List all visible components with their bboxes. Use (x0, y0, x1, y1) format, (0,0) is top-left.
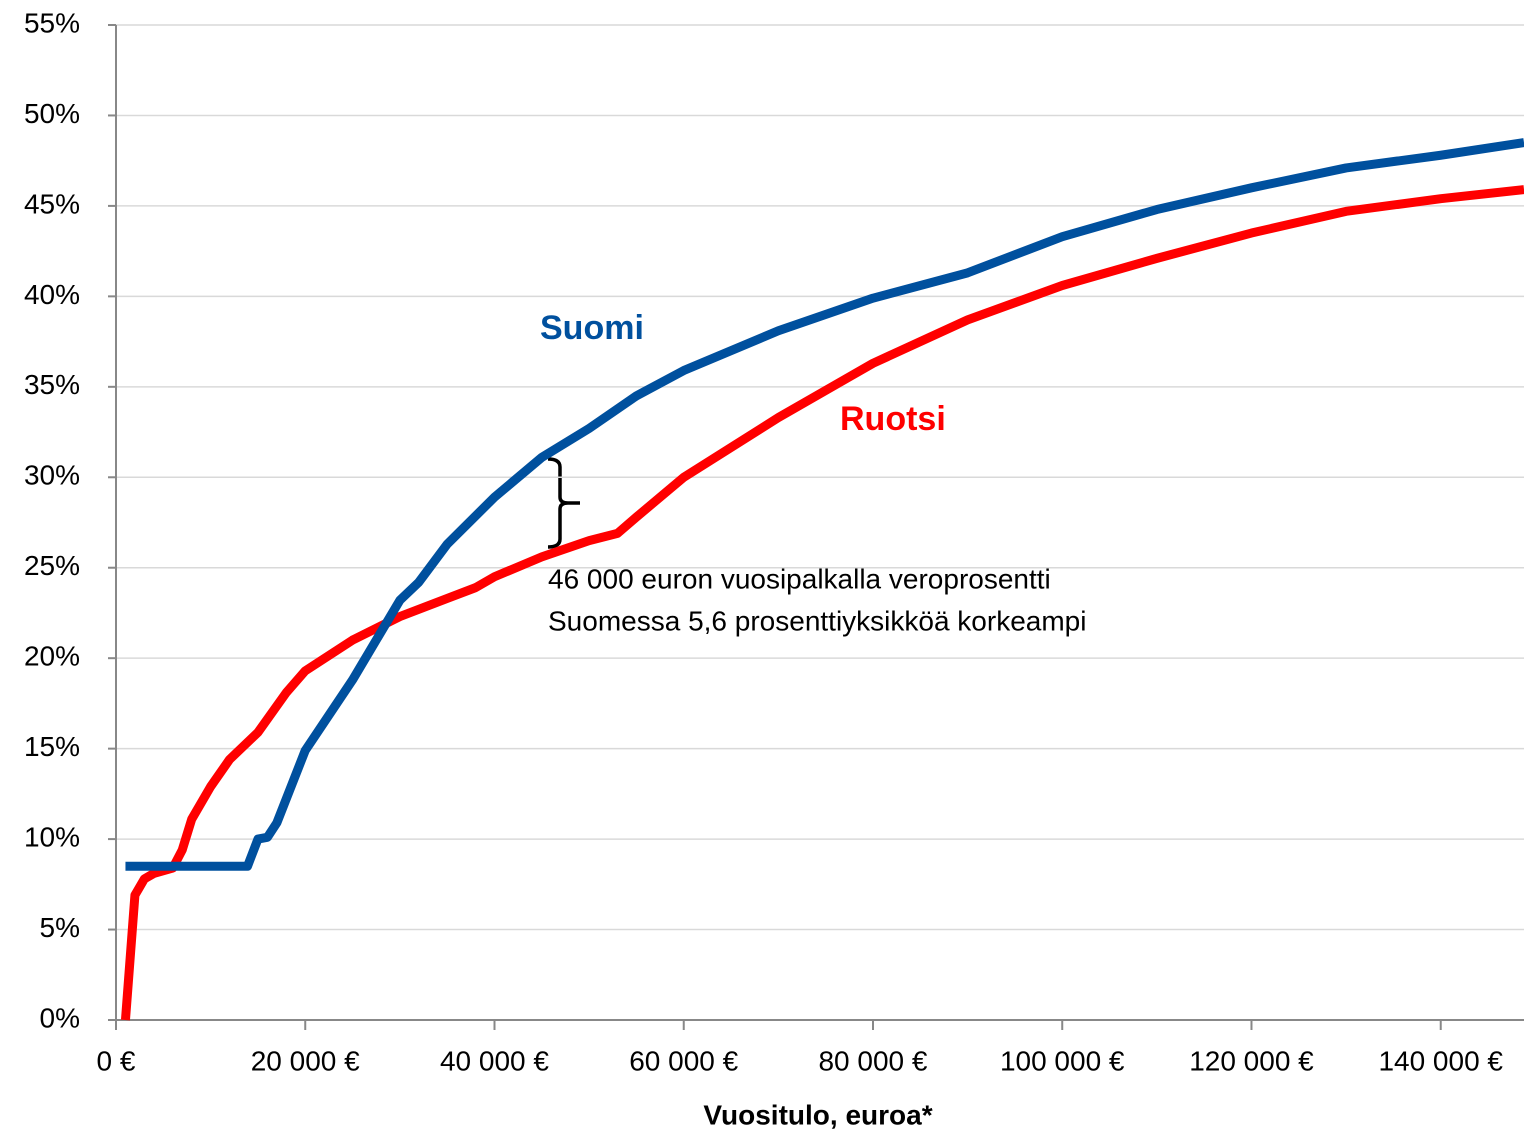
x-tick-label: 0 € (97, 1045, 136, 1076)
legend-label: Ruotsi (840, 400, 946, 438)
brace (547, 457, 580, 549)
y-tick-label: 20% (24, 641, 80, 672)
x-tick-label: 100 000 € (1000, 1045, 1125, 1076)
y-tick-label: 55% (24, 7, 80, 38)
x-tick-label: 20 000 € (251, 1045, 360, 1076)
y-tick-label: 45% (24, 188, 80, 219)
x-tick-label: 120 000 € (1189, 1045, 1314, 1076)
legend-label: Suomi (540, 309, 644, 347)
annotation: 46 000 euron vuosipalkalla veroprosentti (548, 563, 1051, 594)
y-tick-label: 35% (24, 369, 80, 400)
x-axis-title: Vuositulo, euroa* (703, 1099, 932, 1130)
y-tick-label: 30% (24, 460, 80, 491)
y-tick-label: 25% (24, 550, 80, 581)
y-tick-label: 15% (24, 731, 80, 762)
annotation: Suomessa 5,6 prosenttiyksikköä korkeampi (548, 605, 1086, 636)
y-tick-label: 50% (24, 98, 80, 129)
y-tick-label: 5% (40, 912, 80, 943)
x-tick-label: 80 000 € (818, 1045, 927, 1076)
series-line (125, 138, 1524, 871)
x-tick-label: 140 000 € (1378, 1045, 1503, 1076)
x-tick-label: 40 000 € (440, 1045, 549, 1076)
series-line (120, 185, 1524, 1021)
y-tick-label: 10% (24, 821, 80, 852)
y-tick-label: 0% (40, 1002, 80, 1033)
y-tick-label: 40% (24, 279, 80, 310)
x-tick-label: 60 000 € (629, 1045, 738, 1076)
